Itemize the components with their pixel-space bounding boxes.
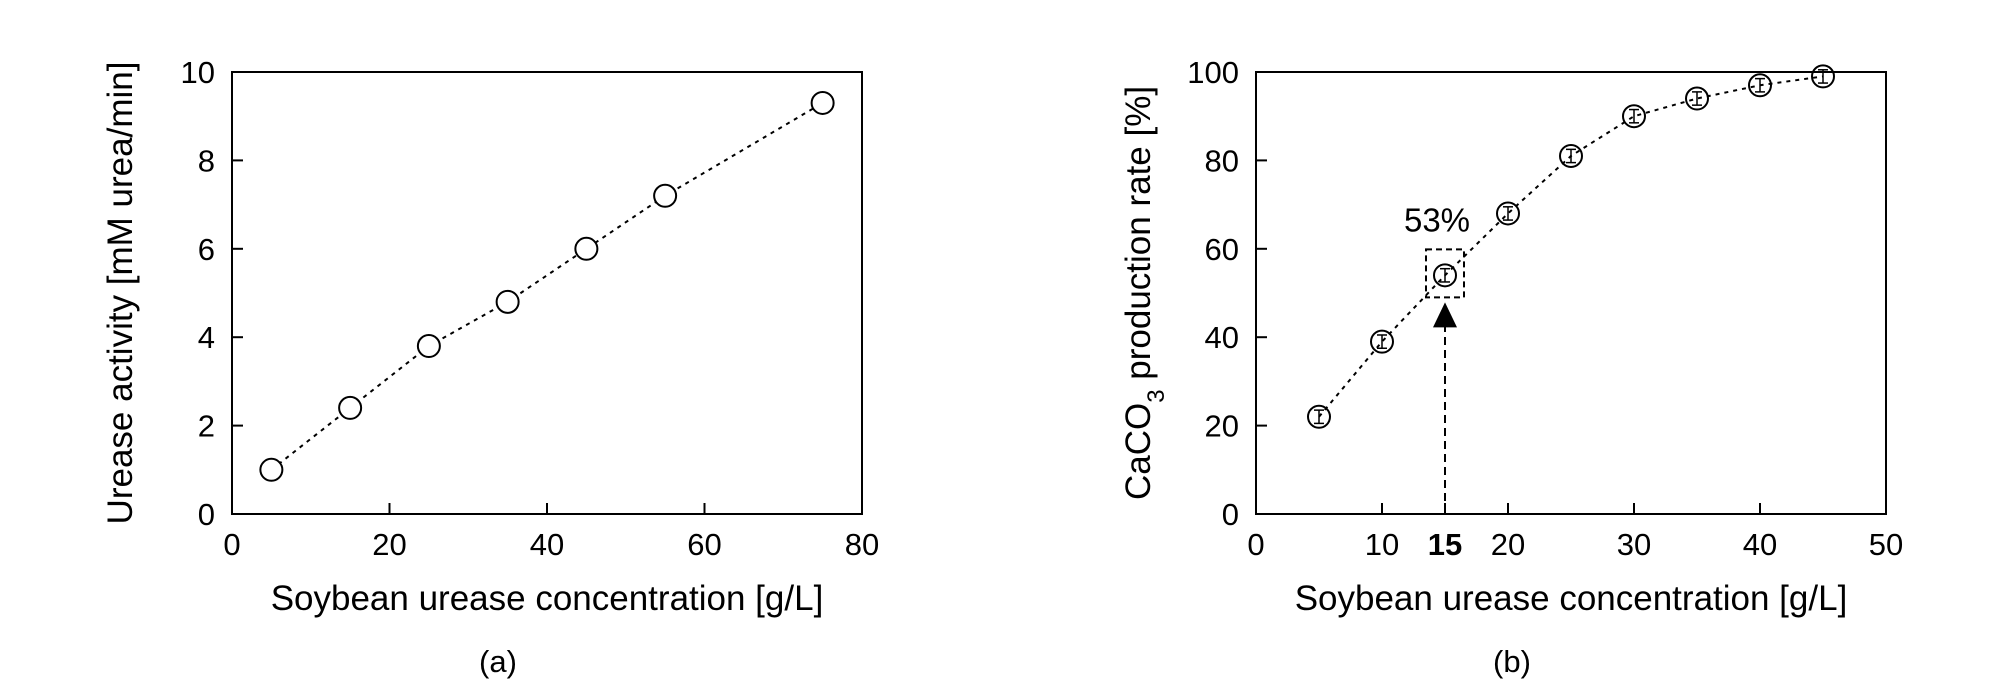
chart-b-points bbox=[1307, 64, 1835, 429]
chart-a-y-tick-label: 8 bbox=[198, 143, 215, 178]
chart-b-data-point bbox=[1370, 329, 1394, 354]
chart-a-y-axis-title: Urease activity [mM urea/min] bbox=[101, 62, 140, 525]
chart-a-y-tick-label: 6 bbox=[198, 232, 215, 267]
chart-b-x-tick-label: 0 bbox=[1247, 527, 1264, 562]
chart-a-data-point bbox=[416, 334, 441, 359]
chart-b-x-axis-title: Soybean urease concentration [g/L] bbox=[1295, 579, 1848, 618]
chart-b-y-tick-labels: 0 20 40 60 80 100 bbox=[1187, 55, 1239, 532]
chart-b-x-tick-label: 15 bbox=[1428, 527, 1462, 562]
chart-a-plot-frame bbox=[231, 71, 863, 515]
chart-b-data-point bbox=[1496, 201, 1520, 226]
chart-b-y-axis-title: CaCO3 production rate [%] bbox=[1119, 86, 1170, 500]
chart-b-y-tick-label: 60 bbox=[1205, 232, 1239, 267]
chart-a-x-tick-label: 40 bbox=[530, 527, 564, 562]
chart-b-x-tick-label: 50 bbox=[1869, 527, 1903, 562]
chart-a-x-tick-label: 60 bbox=[687, 527, 721, 562]
chart-a-y-tick-labels: 0 2 4 6 8 10 bbox=[181, 55, 215, 532]
chart-b-ticks bbox=[1255, 71, 1887, 515]
chart-a-data-point bbox=[810, 90, 835, 115]
chart-b-data-point bbox=[1559, 143, 1583, 168]
chart-b-y-axis-title-subscript: 3 bbox=[1143, 389, 1170, 402]
chart-b-data-point bbox=[1622, 104, 1646, 129]
chart-b-y-tick-label: 80 bbox=[1205, 143, 1239, 178]
chart-b-data-point bbox=[1307, 404, 1331, 429]
chart-b-annotation: 53% bbox=[1404, 201, 1470, 514]
chart-a-data-point bbox=[653, 183, 678, 208]
chart-a-y-tick-label: 0 bbox=[198, 497, 215, 532]
chart-b-annotation-arrow-head bbox=[1433, 302, 1457, 328]
chart-b-y-tick-label: 0 bbox=[1222, 497, 1239, 532]
chart-b-x-tick-labels: 0 10 15 20 30 40 50 bbox=[1247, 527, 1903, 562]
chart-a-points bbox=[259, 90, 835, 482]
chart-a-x-axis-title: Soybean urease concentration [g/L] bbox=[271, 579, 824, 618]
chart-b-y-tick-label: 40 bbox=[1205, 320, 1239, 355]
chart-a-y-tick-label: 2 bbox=[198, 409, 215, 444]
chart-b-y-axis-title-base: CaCO bbox=[1119, 403, 1158, 500]
chart-b-y-tick-label: 100 bbox=[1187, 55, 1239, 90]
chart-b-y-tick-label: 20 bbox=[1205, 409, 1239, 444]
chart-a-ticks bbox=[231, 71, 863, 515]
chart-a-data-point bbox=[259, 457, 284, 482]
chart-a-y-tick-label: 4 bbox=[198, 320, 215, 355]
chart-b-x-tick-label: 20 bbox=[1491, 527, 1525, 562]
chart-b-y-axis-title-rest: production rate [%] bbox=[1119, 86, 1158, 390]
chart-b-series-path bbox=[1318, 75, 1824, 418]
chart-a-y-tick-label: 10 bbox=[181, 55, 215, 90]
chart-a-data-point bbox=[338, 395, 363, 420]
chart-b-series-line bbox=[1318, 75, 1824, 418]
chart-b-annotation-box bbox=[1425, 248, 1465, 299]
chart-a-x-tick-labels: 0 20 40 60 80 bbox=[223, 527, 879, 562]
chart-b-data-point bbox=[1811, 64, 1835, 89]
chart-b-x-tick-label: 40 bbox=[1743, 527, 1777, 562]
chart-b: 53% 0 10 15 20 30 40 50 0 20 40 60 80 100 Soybean u… bbox=[1119, 55, 1903, 679]
chart-a-data-point bbox=[574, 236, 599, 261]
chart-a-data-point bbox=[495, 289, 520, 314]
chart-a-x-tick-label: 80 bbox=[845, 527, 879, 562]
chart-a-x-tick-label: 20 bbox=[372, 527, 406, 562]
chart-b-x-tick-label: 30 bbox=[1617, 527, 1651, 562]
chart-b-data-point bbox=[1433, 263, 1457, 288]
chart-b-annotation-label: 53% bbox=[1404, 201, 1470, 238]
chart-b-data-point bbox=[1748, 73, 1772, 98]
chart-a-panel-label: (a) bbox=[479, 644, 517, 679]
chart-b-panel-label: (b) bbox=[1493, 644, 1531, 679]
chart-a-x-tick-label: 0 bbox=[223, 527, 240, 562]
chart-a: 0 20 40 60 80 0 2 4 6 8 10 Soybean urease concent… bbox=[101, 55, 879, 679]
chart-b-plot-frame bbox=[1255, 71, 1887, 515]
chart-b-data-point bbox=[1685, 86, 1709, 111]
chart-b-x-tick-label: 10 bbox=[1365, 527, 1399, 562]
